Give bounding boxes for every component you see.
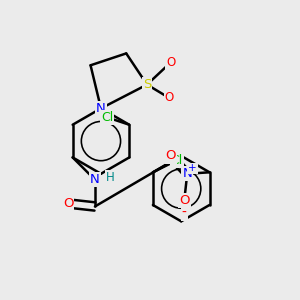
Text: O: O bbox=[165, 92, 174, 104]
Text: O: O bbox=[179, 194, 190, 207]
Text: Cl: Cl bbox=[170, 154, 183, 167]
Text: O: O bbox=[166, 149, 176, 162]
Text: N: N bbox=[90, 173, 100, 186]
Text: O: O bbox=[63, 197, 74, 210]
Text: S: S bbox=[143, 78, 151, 91]
Text: N: N bbox=[96, 102, 106, 115]
Text: Cl: Cl bbox=[101, 111, 113, 124]
Text: H: H bbox=[106, 171, 115, 184]
Text: N: N bbox=[182, 167, 192, 180]
Text: -: - bbox=[182, 206, 187, 220]
Text: +: + bbox=[188, 164, 197, 173]
Text: O: O bbox=[166, 56, 176, 69]
